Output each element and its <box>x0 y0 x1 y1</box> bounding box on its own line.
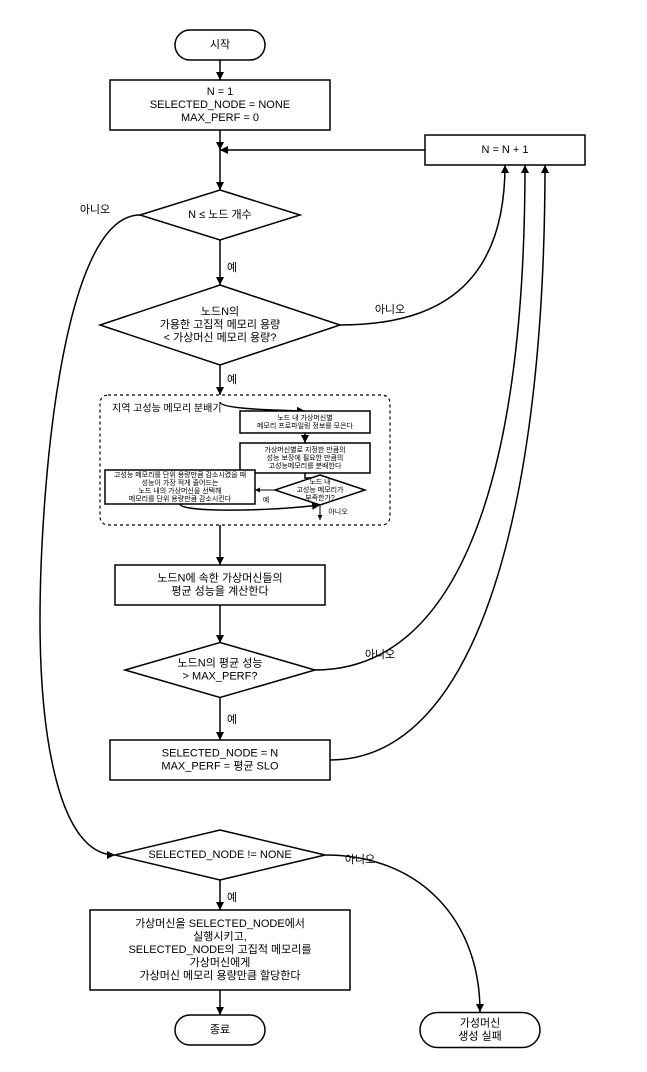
node-db_n2: 가상머신별로 지정한 만큼의성능 보장에 필요한 만큼의고성능메모리를 분배한다 <box>240 443 370 473</box>
node-cond2: 노드N의가용한 고집적 메모리 용량< 가상머신 메모리 용량? <box>100 285 340 365</box>
edge: 예 <box>255 490 275 504</box>
edge: 아니오 <box>340 165 505 325</box>
node-cond3: 노드N의 평균 성능> MAX_PERF? <box>125 643 315 698</box>
node-text: N = 1 <box>207 86 234 98</box>
node-calc: 노드N에 속한 가상머신들의평균 성능을 계산한다 <box>115 565 325 605</box>
node-text: 가상머신 메모리 용량만큼 할당한다 <box>140 969 301 982</box>
edge: 예 <box>220 880 237 910</box>
edge-label: 아니오 <box>80 203 110 216</box>
node-init: N = 1SELECTED_NODE = NONEMAX_PERF = 0 <box>110 80 330 130</box>
node-end: 종료 <box>175 1015 265 1045</box>
node-cond4: SELECTED_NODE != NONE <box>115 830 325 880</box>
node-text: < 가상머신 메모리 용량? <box>164 331 277 344</box>
edge: 아니오 <box>320 505 348 520</box>
edge-label: 아니오 <box>345 853 375 866</box>
node-text: 부족한가? <box>305 493 335 502</box>
edge-label: 예 <box>227 373 237 386</box>
node-text: SELECTED_NODE = NONE <box>150 99 290 111</box>
node-text: N = N + 1 <box>481 144 528 156</box>
node-text: 고성능 메모리를 단위 용량만큼 감소시켰을 때 <box>114 470 246 479</box>
node-text: 노드 내 <box>309 477 330 486</box>
node-setsel: SELECTED_NODE = NMAX_PERF = 평균 SLO <box>110 740 330 780</box>
node-text: 생성 실패 <box>458 1029 502 1042</box>
edge <box>180 504 320 510</box>
node-text: SELECTED_NODE != NONE <box>148 849 291 861</box>
edge: 예 <box>220 240 237 285</box>
node-text: 고성능 메모리가 <box>296 485 344 494</box>
node-text: 실행시키고, <box>193 930 247 943</box>
node-db_n1: 노드 내 가상머신별메모리 프로파일링 정보를 모은다 <box>240 411 370 433</box>
edge-label: 아니오 <box>365 648 395 661</box>
node-text: 가상머신을 SELECTED_NODE에서 <box>135 917 305 930</box>
node-text: 시작 <box>210 38 230 51</box>
flowchart-canvas: 예예예예아니오아니오아니오아니오예아니오시작N = 1SELECTED_NODE… <box>0 0 647 1072</box>
edge: 예 <box>220 365 237 395</box>
edge-label: 예 <box>227 891 237 904</box>
node-text: MAX_PERF = 0 <box>181 112 259 124</box>
node-text: MAX_PERF = 평균 SLO <box>161 759 279 772</box>
node-cond1: N ≤ 노드 개수 <box>140 190 300 240</box>
node-text: 가상머신별로 지정한 만큼의 <box>264 445 345 454</box>
node-text: 가성머신 <box>460 1016 500 1029</box>
node-incr: N = N + 1 <box>425 135 585 165</box>
node-text: 종료 <box>210 1024 230 1036</box>
node-text: 노드 내의 가상머신을 선택해 <box>138 486 221 495</box>
edge-label: 예 <box>227 713 237 726</box>
node-text: 가상머신에게 <box>190 956 251 969</box>
node-text: SELECTED_NODE = N <box>162 747 279 759</box>
node-text: 성능 보장에 필요한 만큼의 <box>267 453 344 462</box>
edge-label: 예 <box>227 261 237 274</box>
edge: 예 <box>220 698 237 740</box>
node-text: 메모리를 단위 용량만큼 감소시킨다 <box>129 494 232 503</box>
edge <box>220 402 305 411</box>
node-text: 성능이 가장 적게 줄어드는 <box>142 478 219 487</box>
edge-label: 아니오 <box>328 507 348 516</box>
node-start: 시작 <box>175 30 265 60</box>
node-text: N ≤ 노드 개수 <box>188 208 252 221</box>
node-text: > MAX_PERF? <box>183 670 258 682</box>
node-text: 가용한 고집적 메모리 용량 <box>160 318 281 331</box>
node-text: 평균 성능을 계산한다 <box>171 584 268 597</box>
node-text: 메모리 프로파일링 정보를 모은다 <box>257 421 354 430</box>
node-text: 노드 내 가상머신별 <box>277 413 332 422</box>
edge-label: 아니오 <box>375 303 405 316</box>
node-db_n3: 고성능 메모리를 단위 용량만큼 감소시켰을 때성능이 가장 적게 줄어드는노드… <box>105 470 255 504</box>
node-text: SELECTED_NODE의 고집적 메모리를 <box>128 943 311 956</box>
node-text: 노드N에 속한 가상머신들의 <box>157 571 282 584</box>
node-text: 노드N의 <box>201 305 239 318</box>
node-fail: 가성머신생성 실패 <box>420 1013 540 1048</box>
edge-label: 예 <box>263 495 269 504</box>
node-action: 가상머신을 SELECTED_NODE에서실행시키고,SELECTED_NODE… <box>90 910 350 990</box>
node-db_d1: 노드 내고성능 메모리가부족한가? <box>275 475 365 505</box>
node-text: 노드N의 평균 성능 <box>178 656 263 669</box>
node-text: 고성능메모리를 분배한다 <box>269 461 342 470</box>
dotbox-title: 지역 고성능 메모리 분배기 <box>112 403 222 415</box>
